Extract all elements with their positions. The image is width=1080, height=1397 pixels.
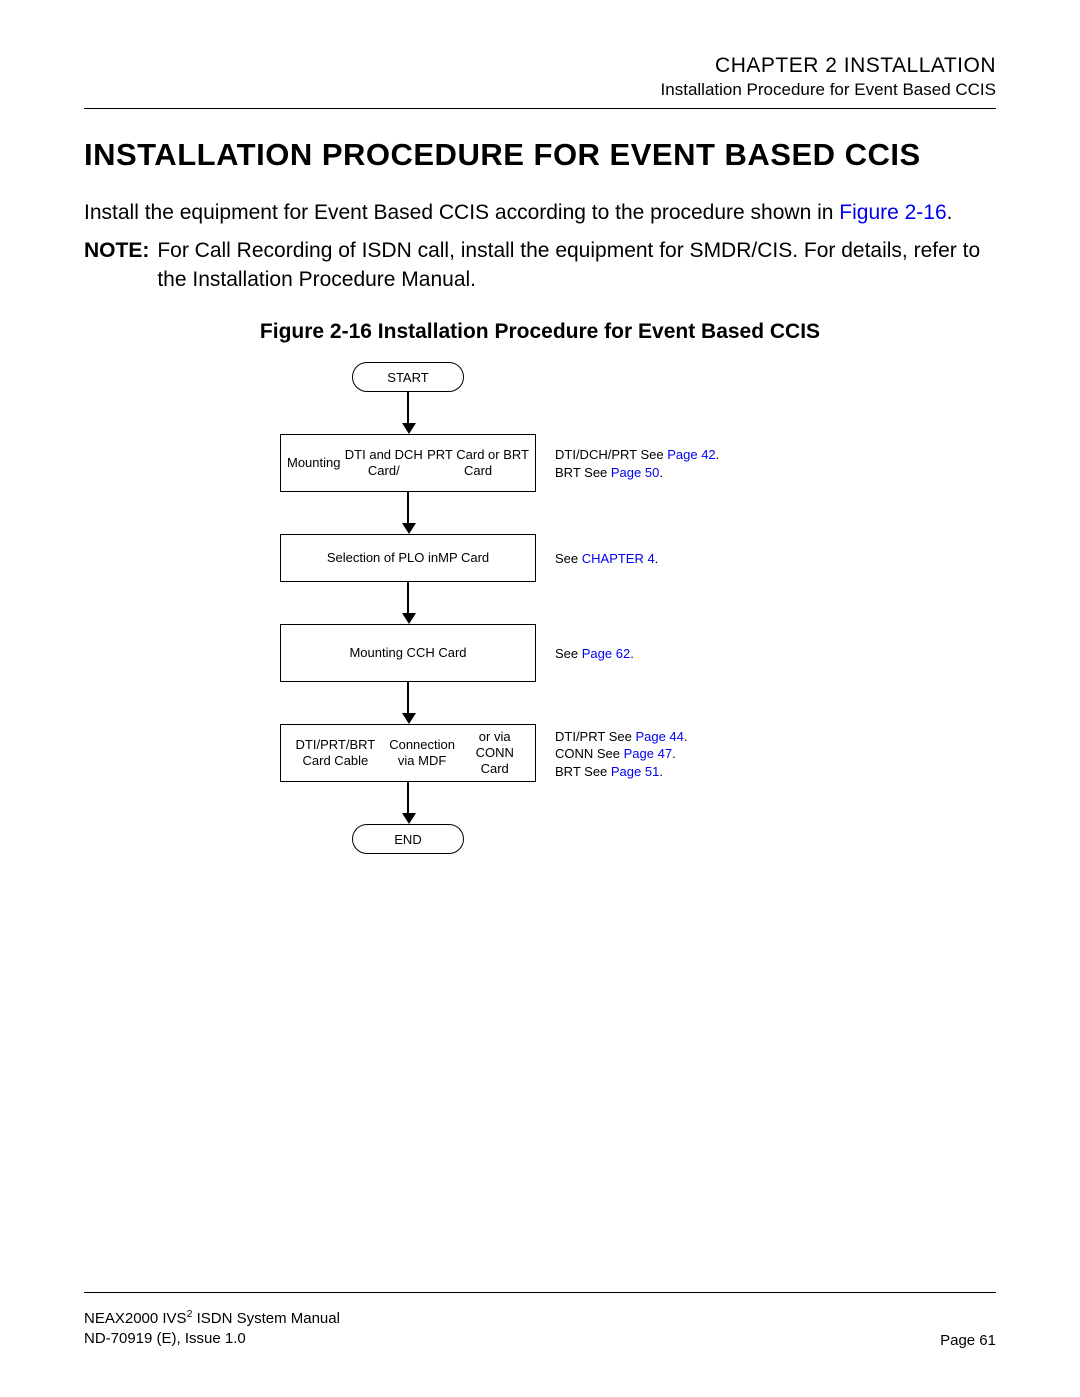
footer-doc-id: ND-70919 (E), Issue 1.0 — [84, 1329, 340, 1349]
flow-annotation-3: See Page 62. — [555, 645, 634, 663]
footer-rule — [84, 1292, 996, 1293]
arrow-head-icon — [402, 523, 416, 534]
flow-step-4: DTI/PRT/BRT Card CableConnection via MDF… — [280, 724, 536, 782]
arrow-head-icon — [402, 613, 416, 624]
flow-arrow — [407, 682, 409, 714]
figure-caption: Figure 2-16 Installation Procedure for E… — [84, 320, 996, 344]
header-subtitle: Installation Procedure for Event Based C… — [84, 80, 996, 100]
page-header: CHAPTER 2 INSTALLATION Installation Proc… — [84, 54, 996, 100]
flow-step-3: Mounting CCH Card — [280, 624, 536, 682]
note-paragraph: NOTE: For Call Recording of ISDN call, i… — [84, 237, 996, 294]
flow-annotation-1: DTI/DCH/PRT See Page 42.BRT See Page 50. — [555, 446, 719, 481]
flowchart: START MountingDTI and DCH Card/PRT Card o… — [260, 362, 820, 864]
page-link[interactable]: Page 44 — [635, 729, 683, 744]
flow-arrow — [407, 782, 409, 814]
flow-annotation-2: See CHAPTER 4. — [555, 550, 658, 568]
document-page: CHAPTER 2 INSTALLATION Installation Proc… — [0, 0, 1080, 1397]
page-link[interactable]: CHAPTER 4 — [582, 551, 655, 566]
flow-step-1: MountingDTI and DCH Card/PRT Card or BRT… — [280, 434, 536, 492]
page-link[interactable]: Page 47 — [624, 746, 672, 761]
flow-start: START — [352, 362, 464, 392]
arrow-head-icon — [402, 813, 416, 824]
arrow-head-icon — [402, 713, 416, 724]
flow-arrow — [407, 392, 409, 424]
arrow-head-icon — [402, 423, 416, 434]
page-link[interactable]: Page 51 — [611, 764, 659, 779]
footer-page-number: Page 61 — [940, 1332, 996, 1349]
page-footer: NEAX2000 IVS2 ISDN System Manual ND-7091… — [84, 1307, 996, 1350]
footer-manual-title: NEAX2000 IVS2 ISDN System Manual — [84, 1307, 340, 1329]
flow-step-2: Selection of PLO inMP Card — [280, 534, 536, 582]
flow-arrow — [407, 492, 409, 524]
section-heading: INSTALLATION PROCEDURE FOR EVENT BASED C… — [84, 137, 996, 173]
flow-end: END — [352, 824, 464, 854]
page-link[interactable]: Page 50 — [611, 465, 659, 480]
page-link[interactable]: Page 62 — [582, 646, 630, 661]
intro-text-before: Install the equipment for Event Based CC… — [84, 201, 839, 224]
flow-annotation-4: DTI/PRT See Page 44.CONN See Page 47.BRT… — [555, 728, 688, 781]
intro-text-after: . — [947, 201, 953, 224]
chapter-title: CHAPTER 2 INSTALLATION — [84, 54, 996, 78]
flow-arrow — [407, 582, 409, 614]
intro-paragraph: Install the equipment for Event Based CC… — [84, 199, 996, 227]
footer-left: NEAX2000 IVS2 ISDN System Manual ND-7091… — [84, 1307, 340, 1350]
note-body: For Call Recording of ISDN call, install… — [157, 237, 996, 294]
page-link[interactable]: Page 42 — [667, 447, 715, 462]
figure-link[interactable]: Figure 2-16 — [839, 201, 946, 224]
header-rule — [84, 108, 996, 109]
note-label: NOTE: — [84, 237, 157, 294]
